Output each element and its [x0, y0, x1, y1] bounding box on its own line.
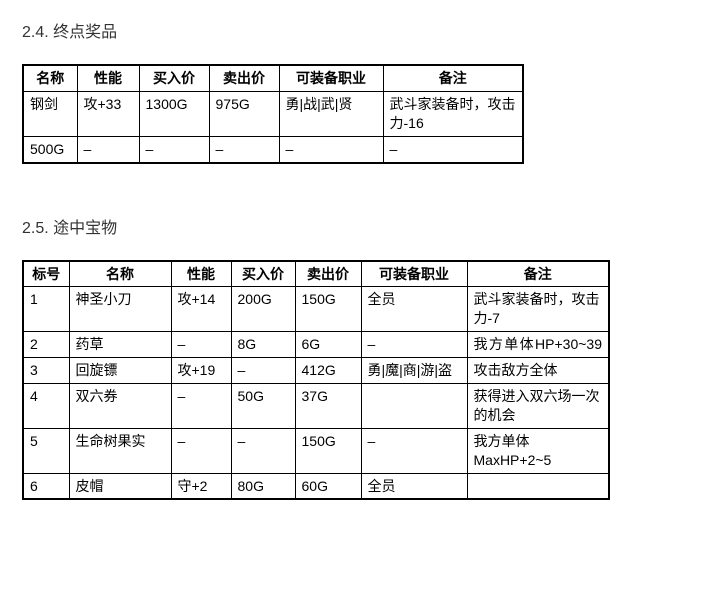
cell-buy: – — [231, 358, 295, 384]
table-header-row: 名称 性能 买入价 卖出价 可装备职业 备注 — [23, 65, 523, 91]
cell-index: 2 — [23, 332, 69, 358]
col-buy: 买入价 — [231, 261, 295, 287]
cell-index: 4 — [23, 384, 69, 429]
table-row: 2 药草 – 8G 6G – 我方单体HP+30~39 — [23, 332, 609, 358]
cell-remark: – — [383, 136, 523, 162]
col-remark: 备注 — [467, 261, 609, 287]
cell-sell: 37G — [295, 384, 361, 429]
cell-sell: 150G — [295, 287, 361, 332]
cell-name: 皮帽 — [69, 473, 171, 499]
cell-remark: 我方单体HP+30~39 — [467, 332, 609, 358]
cell-buy: 50G — [231, 384, 295, 429]
cell-stat: 攻+14 — [171, 287, 231, 332]
table-row: 6 皮帽 守+2 80G 60G 全员 — [23, 473, 609, 499]
cell-buy: – — [139, 136, 209, 162]
cell-stat: 攻+19 — [171, 358, 231, 384]
cell-name: 神圣小刀 — [69, 287, 171, 332]
table-header-row: 标号 名称 性能 买入价 卖出价 可装备职业 备注 — [23, 261, 609, 287]
cell-stat: – — [171, 384, 231, 429]
cell-name: 生命树果实 — [69, 428, 171, 473]
col-remark: 备注 — [383, 65, 523, 91]
cell-index: 6 — [23, 473, 69, 499]
table-endpoint-prizes: 名称 性能 买入价 卖出价 可装备职业 备注 钢剑 攻+33 1300G 975… — [22, 64, 524, 164]
cell-stat: – — [171, 332, 231, 358]
section-title-25: 2.5. 途中宝物 — [22, 214, 708, 238]
cell-stat: – — [171, 428, 231, 473]
cell-name: 500G — [23, 136, 77, 162]
cell-remark: 攻击敌方全体 — [467, 358, 609, 384]
cell-name: 药草 — [69, 332, 171, 358]
cell-equip: – — [279, 136, 383, 162]
table-row: 3 回旋镖 攻+19 – 412G 勇|魔|商|游|盗 攻击敌方全体 — [23, 358, 609, 384]
table-row: 4 双六券 – 50G 37G 获得进入双六场一次的机会 — [23, 384, 609, 429]
cell-equip: – — [361, 332, 467, 358]
cell-buy: – — [231, 428, 295, 473]
cell-equip: 勇|魔|商|游|盗 — [361, 358, 467, 384]
cell-equip: 全员 — [361, 473, 467, 499]
col-index: 标号 — [23, 261, 69, 287]
cell-remark: 武斗家装备时，攻击力-16 — [383, 91, 523, 136]
cell-remark — [467, 473, 609, 499]
cell-name: 回旋镖 — [69, 358, 171, 384]
col-stat: 性能 — [171, 261, 231, 287]
cell-sell: 412G — [295, 358, 361, 384]
cell-stat: 攻+33 — [77, 91, 139, 136]
table-row: 钢剑 攻+33 1300G 975G 勇|战|武|贤 武斗家装备时，攻击力-16 — [23, 91, 523, 136]
cell-sell: 975G — [209, 91, 279, 136]
col-name: 名称 — [69, 261, 171, 287]
cell-sell: 150G — [295, 428, 361, 473]
col-equip: 可装备职业 — [361, 261, 467, 287]
cell-remark: 武斗家装备时，攻击力-7 — [467, 287, 609, 332]
col-sell: 卖出价 — [295, 261, 361, 287]
col-name: 名称 — [23, 65, 77, 91]
cell-buy: 80G — [231, 473, 295, 499]
cell-index: 5 — [23, 428, 69, 473]
cell-equip: – — [361, 428, 467, 473]
col-equip: 可装备职业 — [279, 65, 383, 91]
cell-sell: 6G — [295, 332, 361, 358]
cell-name: 钢剑 — [23, 91, 77, 136]
cell-stat: – — [77, 136, 139, 162]
cell-buy: 8G — [231, 332, 295, 358]
cell-sell: 60G — [295, 473, 361, 499]
cell-remark: 我方单体MaxHP+2~5 — [467, 428, 609, 473]
col-stat: 性能 — [77, 65, 139, 91]
table-row: 5 生命树果实 – – 150G – 我方单体MaxHP+2~5 — [23, 428, 609, 473]
cell-equip — [361, 384, 467, 429]
cell-buy: 200G — [231, 287, 295, 332]
cell-remark: 获得进入双六场一次的机会 — [467, 384, 609, 429]
cell-index: 1 — [23, 287, 69, 332]
cell-stat: 守+2 — [171, 473, 231, 499]
cell-sell: – — [209, 136, 279, 162]
table-row: 1 神圣小刀 攻+14 200G 150G 全员 武斗家装备时，攻击力-7 — [23, 287, 609, 332]
section-title-24: 2.4. 终点奖品 — [22, 18, 708, 42]
cell-name: 双六券 — [69, 384, 171, 429]
cell-index: 3 — [23, 358, 69, 384]
cell-equip: 全员 — [361, 287, 467, 332]
table-row: 500G – – – – – — [23, 136, 523, 162]
col-buy: 买入价 — [139, 65, 209, 91]
col-sell: 卖出价 — [209, 65, 279, 91]
cell-equip: 勇|战|武|贤 — [279, 91, 383, 136]
cell-buy: 1300G — [139, 91, 209, 136]
table-midway-treasure: 标号 名称 性能 买入价 卖出价 可装备职业 备注 1 神圣小刀 攻+14 20… — [22, 260, 610, 501]
